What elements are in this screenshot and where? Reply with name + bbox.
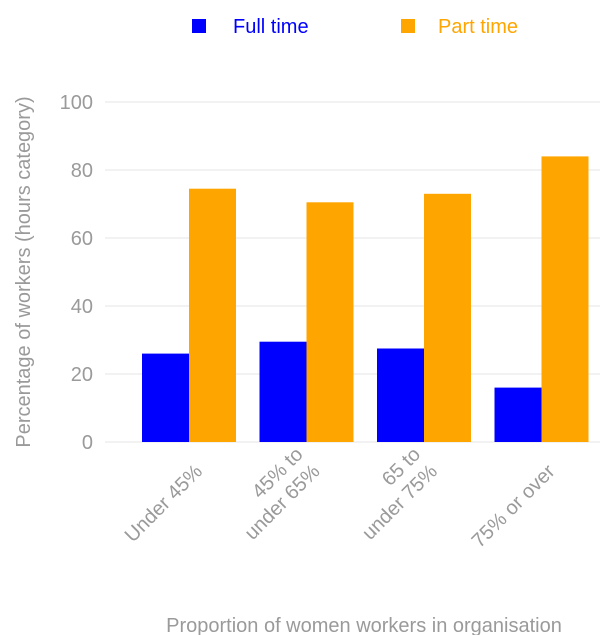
y-axis-ticks: 0 20 40 60 80 100 xyxy=(60,92,93,454)
bar-full-time-0 xyxy=(142,353,189,442)
bar-part-time-0 xyxy=(189,188,236,442)
y-tick-label: 0 xyxy=(82,432,93,454)
legend-swatch xyxy=(192,19,206,33)
y-axis-title: Percentage of workers (hours category) xyxy=(13,96,35,447)
legend: Full time Part time xyxy=(192,16,518,38)
x-tick-line: Under 45% xyxy=(121,460,207,546)
bar-full-time-2 xyxy=(377,348,424,442)
y-tick-label: 100 xyxy=(60,92,93,114)
legend-label: Part time xyxy=(438,16,518,38)
x-tick-label: Under 45% xyxy=(121,460,207,546)
legend-label: Full time xyxy=(233,16,309,38)
legend-swatch xyxy=(401,19,415,33)
x-tick-line: 75% or over xyxy=(468,460,560,552)
bar-full-time-3 xyxy=(494,387,542,442)
y-tick-label: 60 xyxy=(71,228,93,250)
bar-part-time-3 xyxy=(541,156,589,442)
bars xyxy=(142,156,589,442)
y-tick-label: 40 xyxy=(71,296,93,318)
x-tick-label: 75% or over xyxy=(468,460,560,552)
bar-part-time-2 xyxy=(424,193,471,442)
y-tick-label: 20 xyxy=(71,364,93,386)
bar-part-time-1 xyxy=(306,202,354,442)
x-axis-title: Proportion of women workers in organisat… xyxy=(166,615,562,635)
y-tick-label: 80 xyxy=(71,160,93,182)
bar-full-time-1 xyxy=(259,341,307,442)
